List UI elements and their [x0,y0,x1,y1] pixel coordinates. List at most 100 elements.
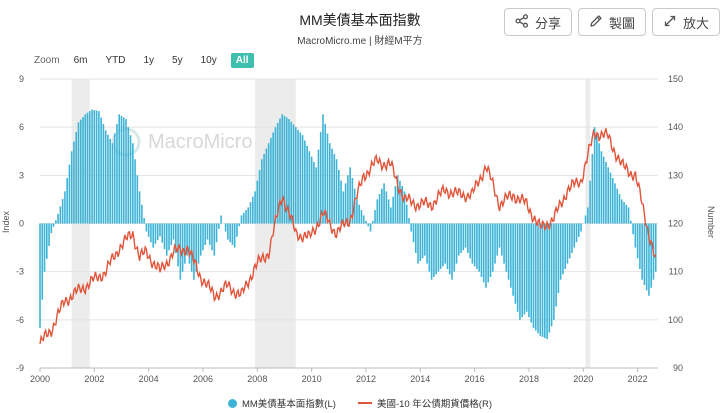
bar [344,183,347,224]
bar [249,202,252,224]
bar [421,223,424,259]
y-left-tick-label: -3 [16,267,24,277]
bar [442,223,444,267]
bar [577,223,580,237]
bar [625,204,628,224]
bar [324,123,327,224]
bar [186,223,188,256]
legend-bar-label: MM美債基本面指數(L) [241,399,336,410]
bar [247,207,250,224]
zoom-6m-button[interactable]: 6m [73,55,88,66]
legend-item-bar[interactable]: MM美債基本面指數(L) [227,396,336,410]
zoom-10y-button[interactable]: 10y [200,55,217,66]
bar [261,159,263,224]
bar [534,223,537,331]
bar [365,220,367,224]
bar [279,118,281,224]
bar [127,127,130,224]
bar [371,220,374,224]
bar [326,133,329,224]
bar [276,122,279,224]
bar [125,119,127,224]
bar [356,199,358,224]
bar [403,191,406,224]
bar [525,223,528,312]
share-button[interactable]: 分享 [503,8,572,36]
bar [593,127,596,224]
y-right-tick-label: 90 [673,363,683,373]
bar [272,132,274,224]
bar [650,223,653,288]
bar [419,223,422,261]
expand-label: 放大 [682,15,709,31]
bar [39,223,41,328]
bar [292,124,295,224]
bar [349,167,351,224]
bar [147,223,150,237]
legend-bar-marker [227,398,237,408]
zoom-all-button[interactable]: All [230,53,254,68]
bar [150,223,152,243]
bar [399,180,401,224]
bar [240,215,243,224]
bar [338,169,340,224]
zoom-label: Zoom [34,55,60,66]
bar [453,223,456,272]
zoom-1y-button[interactable]: 1y [143,55,155,66]
bar [623,202,625,224]
legend-item-line[interactable]: 美國-10 年公債期貨價格(R) [357,396,492,410]
bar [609,172,612,224]
expand-icon [663,14,677,31]
y-left-tick-label: -6 [16,315,24,325]
bar [634,223,637,248]
bar [516,223,519,312]
bar [627,207,630,224]
bar [159,223,161,237]
bar [530,223,533,323]
line-series [39,128,657,345]
bar [143,218,145,224]
bar [654,223,657,272]
share-icon [515,13,529,31]
watermark-text: MacroMicro [148,131,252,153]
y-right-tick-label: 130 [668,170,683,180]
y-left-axis-title: Index [1,210,11,233]
bar [390,207,392,224]
bar [417,223,419,264]
bar [100,117,102,224]
bar [575,223,578,243]
bar [45,223,48,259]
bar [265,148,268,224]
expand-button[interactable]: 放大 [651,8,720,36]
bar [487,223,490,283]
draw-button[interactable]: 製圖 [577,8,646,36]
bar [378,194,381,224]
bar [64,191,66,224]
bar [163,223,166,250]
bar [193,223,195,280]
bar [208,223,211,245]
bar [136,175,139,224]
bar [376,199,379,224]
bar [283,115,286,224]
bar [491,223,494,272]
bar [369,223,372,232]
pencil-icon [589,14,603,31]
bar [102,123,105,224]
zoom-ytd-button[interactable]: YTD [105,55,126,66]
bar [591,153,594,224]
chart-subtitle: MacroMicro.me | 財經M平方 [297,36,423,47]
bar [471,223,474,264]
bar [428,223,431,272]
bar [66,178,68,224]
zoom-5y-button[interactable]: 5y [172,55,183,66]
bar [75,131,78,224]
bar [548,223,551,333]
bar [168,223,170,251]
bar [482,223,485,283]
bar [544,223,546,339]
bar [238,223,241,227]
bar [322,114,324,224]
bar [229,223,231,243]
